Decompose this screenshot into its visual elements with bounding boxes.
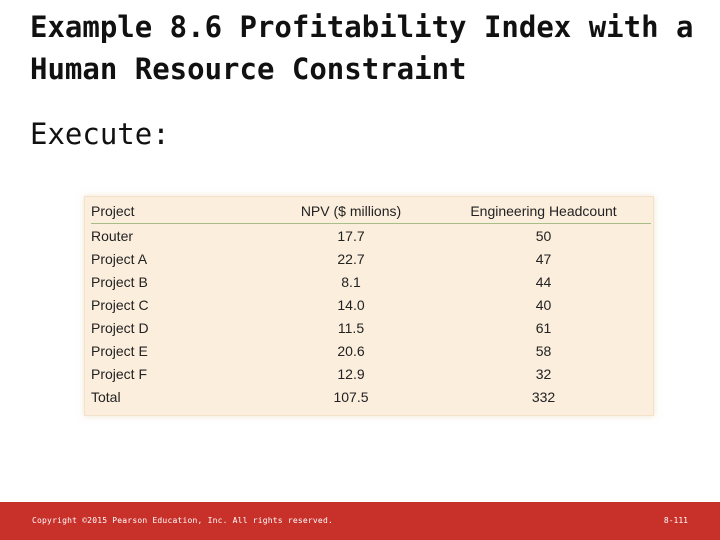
cell-headcount: 332: [531, 388, 556, 405]
cell-npv: 17.7: [337, 227, 365, 244]
table-row: Router 17.7 50: [91, 224, 651, 248]
cell-project: Total: [91, 388, 121, 405]
cell-headcount: 40: [535, 296, 552, 313]
header-npv: NPV ($ millions): [266, 199, 436, 224]
table-header-row: Project NPV ($ millions) Engineering Hea…: [91, 199, 651, 224]
slide-subtitle: Execute:: [30, 117, 170, 151]
cell-npv: 107.5: [333, 388, 369, 405]
table-row: Project B 8.1 44: [91, 270, 651, 293]
cell-headcount: 50: [535, 227, 552, 244]
table-total-row: Total 107.5 332: [91, 385, 651, 408]
cell-headcount: 58: [535, 342, 552, 359]
table-row: Project A 22.7 47: [91, 247, 651, 270]
table-panel: Project NPV ($ millions) Engineering Hea…: [84, 196, 654, 416]
cell-project: Project A: [91, 250, 148, 267]
cell-headcount: 32: [535, 365, 552, 382]
data-table: Project NPV ($ millions) Engineering Hea…: [91, 199, 651, 408]
cell-npv: 8.1: [341, 273, 361, 290]
cell-project: Project F: [91, 365, 148, 382]
cell-project: Project D: [91, 319, 149, 336]
cell-npv: 11.5: [337, 319, 365, 336]
table-row: Project F 12.9 32: [91, 362, 651, 385]
footer-copyright: Copyright ©2015 Pearson Education, Inc. …: [32, 516, 333, 525]
header-project: Project: [91, 199, 266, 224]
cell-npv: 12.9: [337, 365, 365, 382]
table-row: Project D 11.5 61: [91, 316, 651, 339]
cell-project: Project E: [91, 342, 148, 359]
cell-npv: 14.0: [337, 296, 365, 313]
cell-project: Project B: [91, 273, 148, 290]
cell-npv: 22.7: [337, 250, 365, 267]
slide-title: Example 8.6 Profitability Index with a H…: [30, 10, 694, 86]
cell-npv: 20.6: [337, 342, 365, 359]
cell-headcount: 44: [535, 273, 552, 290]
table-row: Project C 14.0 40: [91, 293, 651, 316]
page-number: 8-111: [663, 516, 688, 525]
cell-headcount: 47: [535, 250, 552, 267]
cell-project: Project C: [91, 296, 149, 313]
cell-project: Router: [91, 227, 134, 244]
header-headcount: Engineering Headcount: [436, 199, 651, 224]
cell-headcount: 61: [535, 319, 552, 336]
table-row: Project E 20.6 58: [91, 339, 651, 362]
footer-bar: Copyright ©2015 Pearson Education, Inc. …: [0, 502, 720, 540]
